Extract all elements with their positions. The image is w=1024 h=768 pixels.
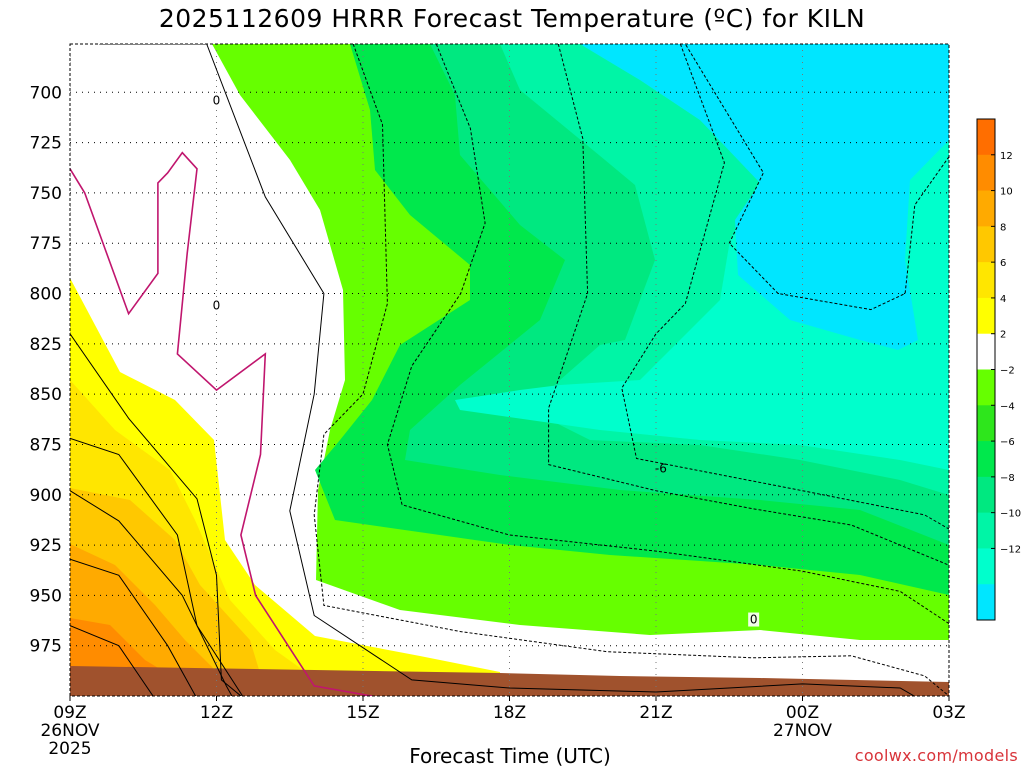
y-tick-label: 800 [30,285,62,305]
colorbar-label: 2 [1000,330,1006,341]
contour-labels: 0 0 -6 0 [211,93,760,627]
contour-label-bg [748,612,760,627]
x-tick-label: 18Z [493,703,526,723]
colorbar-label: 4 [1000,294,1006,305]
colorbar-label: −4 [1000,401,1015,412]
y-tick-label: 825 [30,335,62,355]
y-tick-label: 725 [30,134,62,154]
contour-line [70,625,154,696]
contour-label: 0 [213,93,221,107]
contour-line [70,437,244,696]
colorbar-swatch [977,512,995,549]
colorbar-label: −8 [1000,473,1015,484]
colorbar-label: 12 [1000,151,1013,162]
colorbar-label: −10 [1000,509,1021,520]
chart-title: 2025112609 HRRR Forecast Temperature (ºC… [158,4,866,33]
colorbar-swatch [977,405,995,442]
grid [70,44,949,696]
contour-line [70,558,197,696]
y-tick-label: 750 [30,184,62,204]
plot-area: 0 0 -6 0 [70,44,949,696]
x-date-label: 2025 [48,739,91,759]
colorbar-swatch [977,119,995,156]
y-tick-label: 950 [30,586,62,606]
colorbar-swatch [977,154,995,192]
colorbar-label: −2 [1000,366,1015,377]
colorbar-swatch [977,369,995,406]
contour-lines [70,44,949,696]
contour-label: 0 [213,299,221,313]
x-tick-label: 21Z [639,703,672,723]
x-tick-label: 03Z [932,703,965,723]
colorbar-swatch [977,190,995,227]
x-date-label: 27NOV [773,721,832,741]
colorbar-label: 10 [1000,187,1013,198]
colorbar-swatch [977,226,995,263]
colorbar-label: 6 [1000,258,1006,269]
contour-line [684,44,949,311]
contour-line [70,151,376,696]
colorbar-swatch [977,548,995,585]
y-tick-label: 875 [30,435,62,455]
colorbar-label: 8 [1000,222,1006,233]
y-tick-label: 975 [30,637,62,657]
x-tick-label: 12Z [200,703,233,723]
contour-label: -6 [655,462,667,476]
colorbar-swatch [977,333,995,370]
colorbar-label: −12 [1000,544,1021,555]
x-tick-label: 15Z [346,703,379,723]
x-tick-label: 00Z [786,703,819,723]
x-date-label: 26NOV [40,721,99,741]
y-tick-label: 850 [30,385,62,405]
contour-line [621,44,949,530]
colorbar-swatch [977,297,995,335]
x-axis-title: Forecast Time (UTC) [409,744,611,768]
contour-line [99,44,916,696]
y-tick-label: 925 [30,536,62,556]
contour-label: 0 [750,613,758,627]
y-axis: 700 725 750 775 800 825 850 875 900 925 950 975 [30,83,62,656]
credit-text[interactable]: coolwx.com/models [854,746,1018,765]
colorbar-swatch [977,441,995,478]
contour-line [70,333,242,696]
colorbar: 12 10 8 6 4 2 −2 −4 −6 −8 −10 −12 [976,118,1021,621]
contour-label-bg [211,298,222,313]
contour-line [70,490,233,696]
contour-line [548,44,949,566]
y-tick-label: 775 [30,234,62,254]
fill-band-minus12-to-minus14 [580,44,949,350]
colorbar-swatch [977,584,995,621]
contour-line [386,44,949,625]
contour-line [313,44,949,696]
y-tick-label: 900 [30,486,62,506]
colorbar-label: −6 [1000,437,1015,448]
colorbar-swatch [977,476,995,514]
x-tick-label: 09Z [53,703,86,723]
y-tick-label: 700 [30,83,62,103]
colorbar-swatch [977,262,995,299]
contour-label-bg [211,93,222,108]
